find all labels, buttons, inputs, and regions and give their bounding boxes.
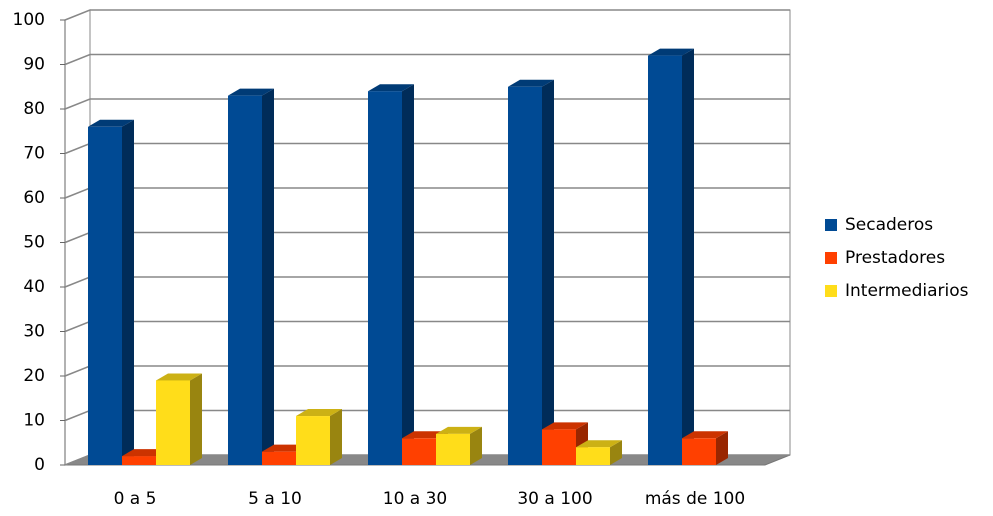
y-tick-label: 50 [23,233,45,253]
bar-top [576,440,622,448]
y-tick-label: 10 [23,411,45,431]
x-tick-label: 30 a 100 [517,489,592,509]
x-tick-label: 10 a 30 [383,489,448,509]
bar [576,447,610,465]
bar-top [156,373,202,381]
bar [436,433,470,465]
bar-side [542,79,554,465]
bar-top [682,431,728,439]
bar-side [262,88,274,466]
bar [508,86,542,465]
bar [88,126,122,466]
y-tick-label: 70 [23,144,45,164]
legend-label: Prestadores [845,248,945,268]
bar-top [508,79,554,87]
bar [682,438,716,465]
legend-swatch [825,219,837,231]
bar [156,380,190,465]
bar-top [368,84,414,92]
y-tick-label: 20 [23,366,45,386]
x-tick-label: 0 a 5 [114,489,157,509]
grid-line [64,53,790,66]
y-tick-label: 40 [23,277,45,297]
bar-side [716,431,728,465]
bar-side [330,409,342,465]
legend-swatch [825,252,837,264]
bar [402,438,436,465]
bar-side [402,84,414,465]
x-tick-label: 5 a 10 [248,489,302,509]
y-tick-label: 80 [23,99,45,119]
legend-label: Secaderos [845,215,933,235]
bar-side [122,119,134,466]
legend-swatch [825,285,837,297]
y-tick-label: 60 [23,188,45,208]
bar [122,456,156,465]
bar-top [228,88,274,96]
bar-top [542,422,588,430]
bar [648,55,682,465]
bar-top [436,426,482,434]
x-tick-label: más de 100 [645,489,745,509]
y-tick-label: 90 [23,55,45,75]
bar [296,416,330,465]
grid-line [64,98,790,110]
bar-side [610,440,622,465]
bar-side [682,48,694,465]
grid-line [64,9,790,21]
y-tick-label: 0 [34,455,45,475]
bar-top [648,48,694,56]
bar-top [296,409,342,417]
bar-side [470,426,482,465]
bar [262,451,296,465]
y-tick-label: 30 [23,322,45,342]
bar-top [88,119,134,127]
y-tick-label: 100 [13,10,45,30]
bar [368,91,402,465]
bar [228,95,262,466]
bar [542,429,576,465]
bar-side [190,373,202,465]
legend-label: Intermediarios [845,281,969,301]
